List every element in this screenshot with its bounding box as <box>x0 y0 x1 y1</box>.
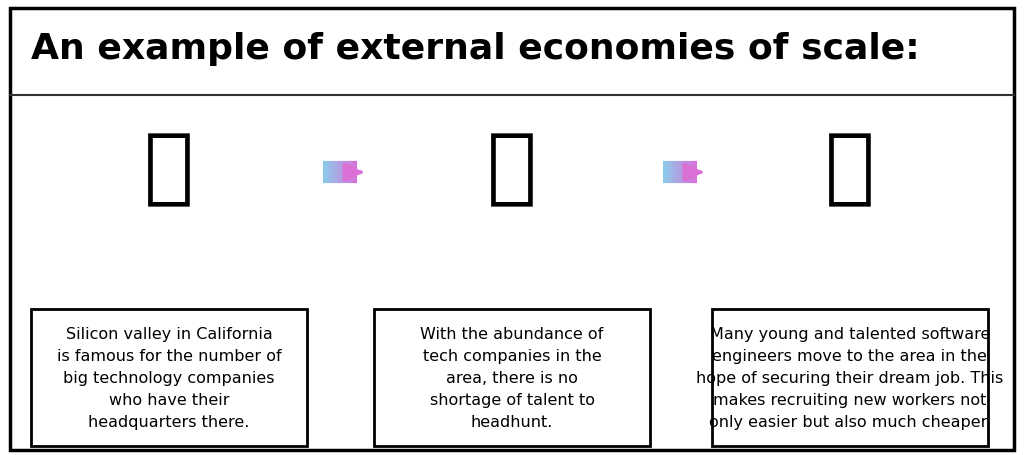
Text: With the abundance of
tech companies in the
area, there is no
shortage of talent: With the abundance of tech companies in … <box>421 326 603 430</box>
Text: 🏙: 🏙 <box>144 128 194 209</box>
Text: Silicon valley in California
is famous for the number of
big technology companie: Silicon valley in California is famous f… <box>56 326 282 430</box>
FancyBboxPatch shape <box>374 309 650 446</box>
Text: Many young and talented software
engineers move to the area in the
hope of secur: Many young and talented software enginee… <box>696 326 1004 430</box>
FancyBboxPatch shape <box>712 309 988 446</box>
FancyBboxPatch shape <box>31 309 307 446</box>
Text: 💻: 💻 <box>487 128 537 209</box>
Text: 📱: 📱 <box>825 128 874 209</box>
Text: An example of external economies of scale:: An example of external economies of scal… <box>31 32 920 66</box>
FancyBboxPatch shape <box>10 9 1014 450</box>
